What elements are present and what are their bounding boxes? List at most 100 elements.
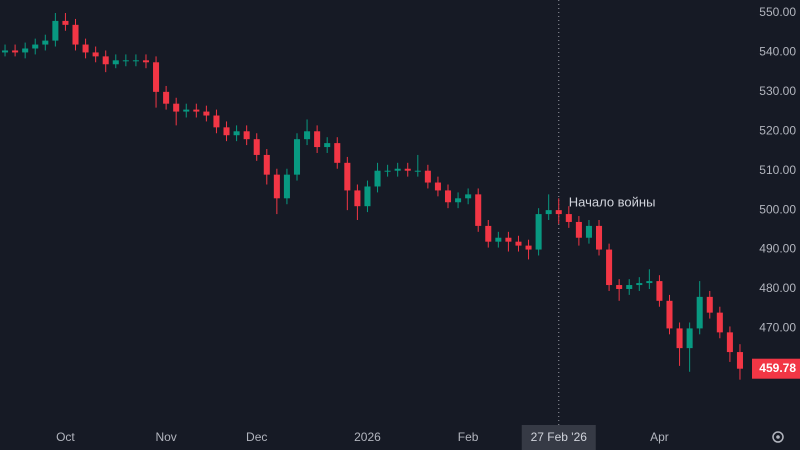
candle-body	[716, 312, 723, 333]
candle-body	[344, 162, 351, 191]
candle-body	[666, 300, 673, 329]
candle-body	[485, 225, 492, 242]
candle-body	[22, 48, 29, 53]
candle-body	[596, 225, 603, 250]
candle-body	[263, 154, 270, 175]
candle-body	[394, 168, 401, 171]
y-tick-label: 540.00	[759, 45, 796, 59]
candle-body	[12, 50, 19, 53]
candle-body	[253, 139, 260, 155]
candle-body	[686, 328, 693, 349]
candle-body	[636, 283, 643, 286]
candle-body	[696, 296, 703, 329]
candle-body	[52, 20, 59, 41]
candle-body	[616, 285, 623, 289]
y-tick-label: 510.00	[759, 163, 796, 177]
last-price-label: 459.78	[759, 361, 796, 375]
candle-body	[525, 245, 532, 250]
candle-body	[706, 296, 713, 313]
settings-icon[interactable]	[772, 431, 784, 443]
candle-body	[304, 131, 311, 140]
candle-body	[132, 60, 139, 62]
y-tick-label: 520.00	[759, 123, 796, 137]
candle-body	[193, 109, 200, 112]
candle-body	[102, 56, 109, 65]
x-tick-label: Nov	[155, 430, 176, 444]
candle-body	[736, 352, 743, 369]
candle-body	[565, 214, 572, 222]
candle-body	[82, 44, 89, 53]
candle-body	[646, 281, 653, 284]
last-price-box	[752, 358, 800, 379]
candle-body	[142, 60, 149, 63]
x-tick-label: Apr	[650, 430, 669, 444]
candle-body	[585, 225, 592, 238]
candle-body	[575, 221, 582, 238]
candle-body	[122, 60, 129, 62]
y-tick-label: 500.00	[759, 202, 796, 216]
candle-body	[434, 182, 441, 191]
candle-body	[173, 103, 180, 112]
candle-body	[404, 168, 411, 171]
candle-body	[515, 241, 522, 246]
candle-body	[444, 190, 452, 203]
candle-body	[606, 249, 613, 286]
candle-body	[475, 194, 482, 226]
candle-body	[92, 52, 99, 57]
candle-body	[153, 62, 160, 92]
candle-body	[676, 328, 683, 349]
candle-body	[505, 237, 512, 242]
candle-body	[465, 194, 472, 199]
y-tick-label: 550.00	[759, 5, 796, 19]
candle-body	[213, 115, 220, 128]
candle-body	[314, 131, 321, 148]
x-tick-label: Feb	[458, 430, 479, 444]
candle-body	[233, 131, 240, 136]
candle-body	[62, 20, 69, 25]
y-tick-label: 530.00	[759, 84, 796, 98]
x-tick-label: Dec	[246, 430, 267, 444]
y-tick-label: 490.00	[759, 242, 796, 256]
gear[interactable]	[772, 431, 784, 443]
candle-body	[354, 190, 361, 207]
candle-body	[424, 170, 431, 183]
candle-body	[626, 285, 633, 289]
x-tick-label: 27 Feb '26	[531, 430, 588, 444]
annotation: Начало войны	[569, 194, 656, 209]
candle-body	[414, 170, 421, 172]
candle-body	[495, 237, 502, 242]
y-tick-label: 480.00	[759, 281, 796, 295]
candle-body	[334, 143, 341, 163]
candle-body	[293, 139, 301, 175]
candle-body	[203, 111, 210, 116]
gear-center[interactable]	[776, 435, 780, 439]
candle-body	[163, 91, 170, 104]
candle-body	[364, 186, 371, 207]
candle-body	[72, 24, 79, 45]
x-tick-label: Oct	[56, 430, 75, 444]
candle-body	[455, 198, 462, 203]
candle-body	[374, 170, 381, 187]
y-tick-label: 470.00	[759, 321, 796, 335]
candle-body	[283, 174, 290, 199]
candle-body	[324, 143, 331, 148]
crosshair-label-box	[521, 425, 596, 450]
candle-body	[42, 40, 49, 45]
candle-body	[32, 44, 39, 49]
candle-body	[2, 50, 9, 53]
x-tick-label: 2026	[354, 430, 381, 444]
candle-body	[112, 60, 119, 65]
candle-body	[273, 174, 280, 199]
candle-body	[726, 332, 733, 353]
candle-body	[545, 210, 552, 215]
candle-body	[384, 170, 391, 172]
candle-body	[243, 131, 250, 140]
candle-body	[535, 214, 542, 250]
candle-body	[183, 109, 190, 112]
candle-body	[656, 281, 663, 301]
candle-body	[223, 127, 230, 136]
candle-body	[555, 210, 562, 215]
